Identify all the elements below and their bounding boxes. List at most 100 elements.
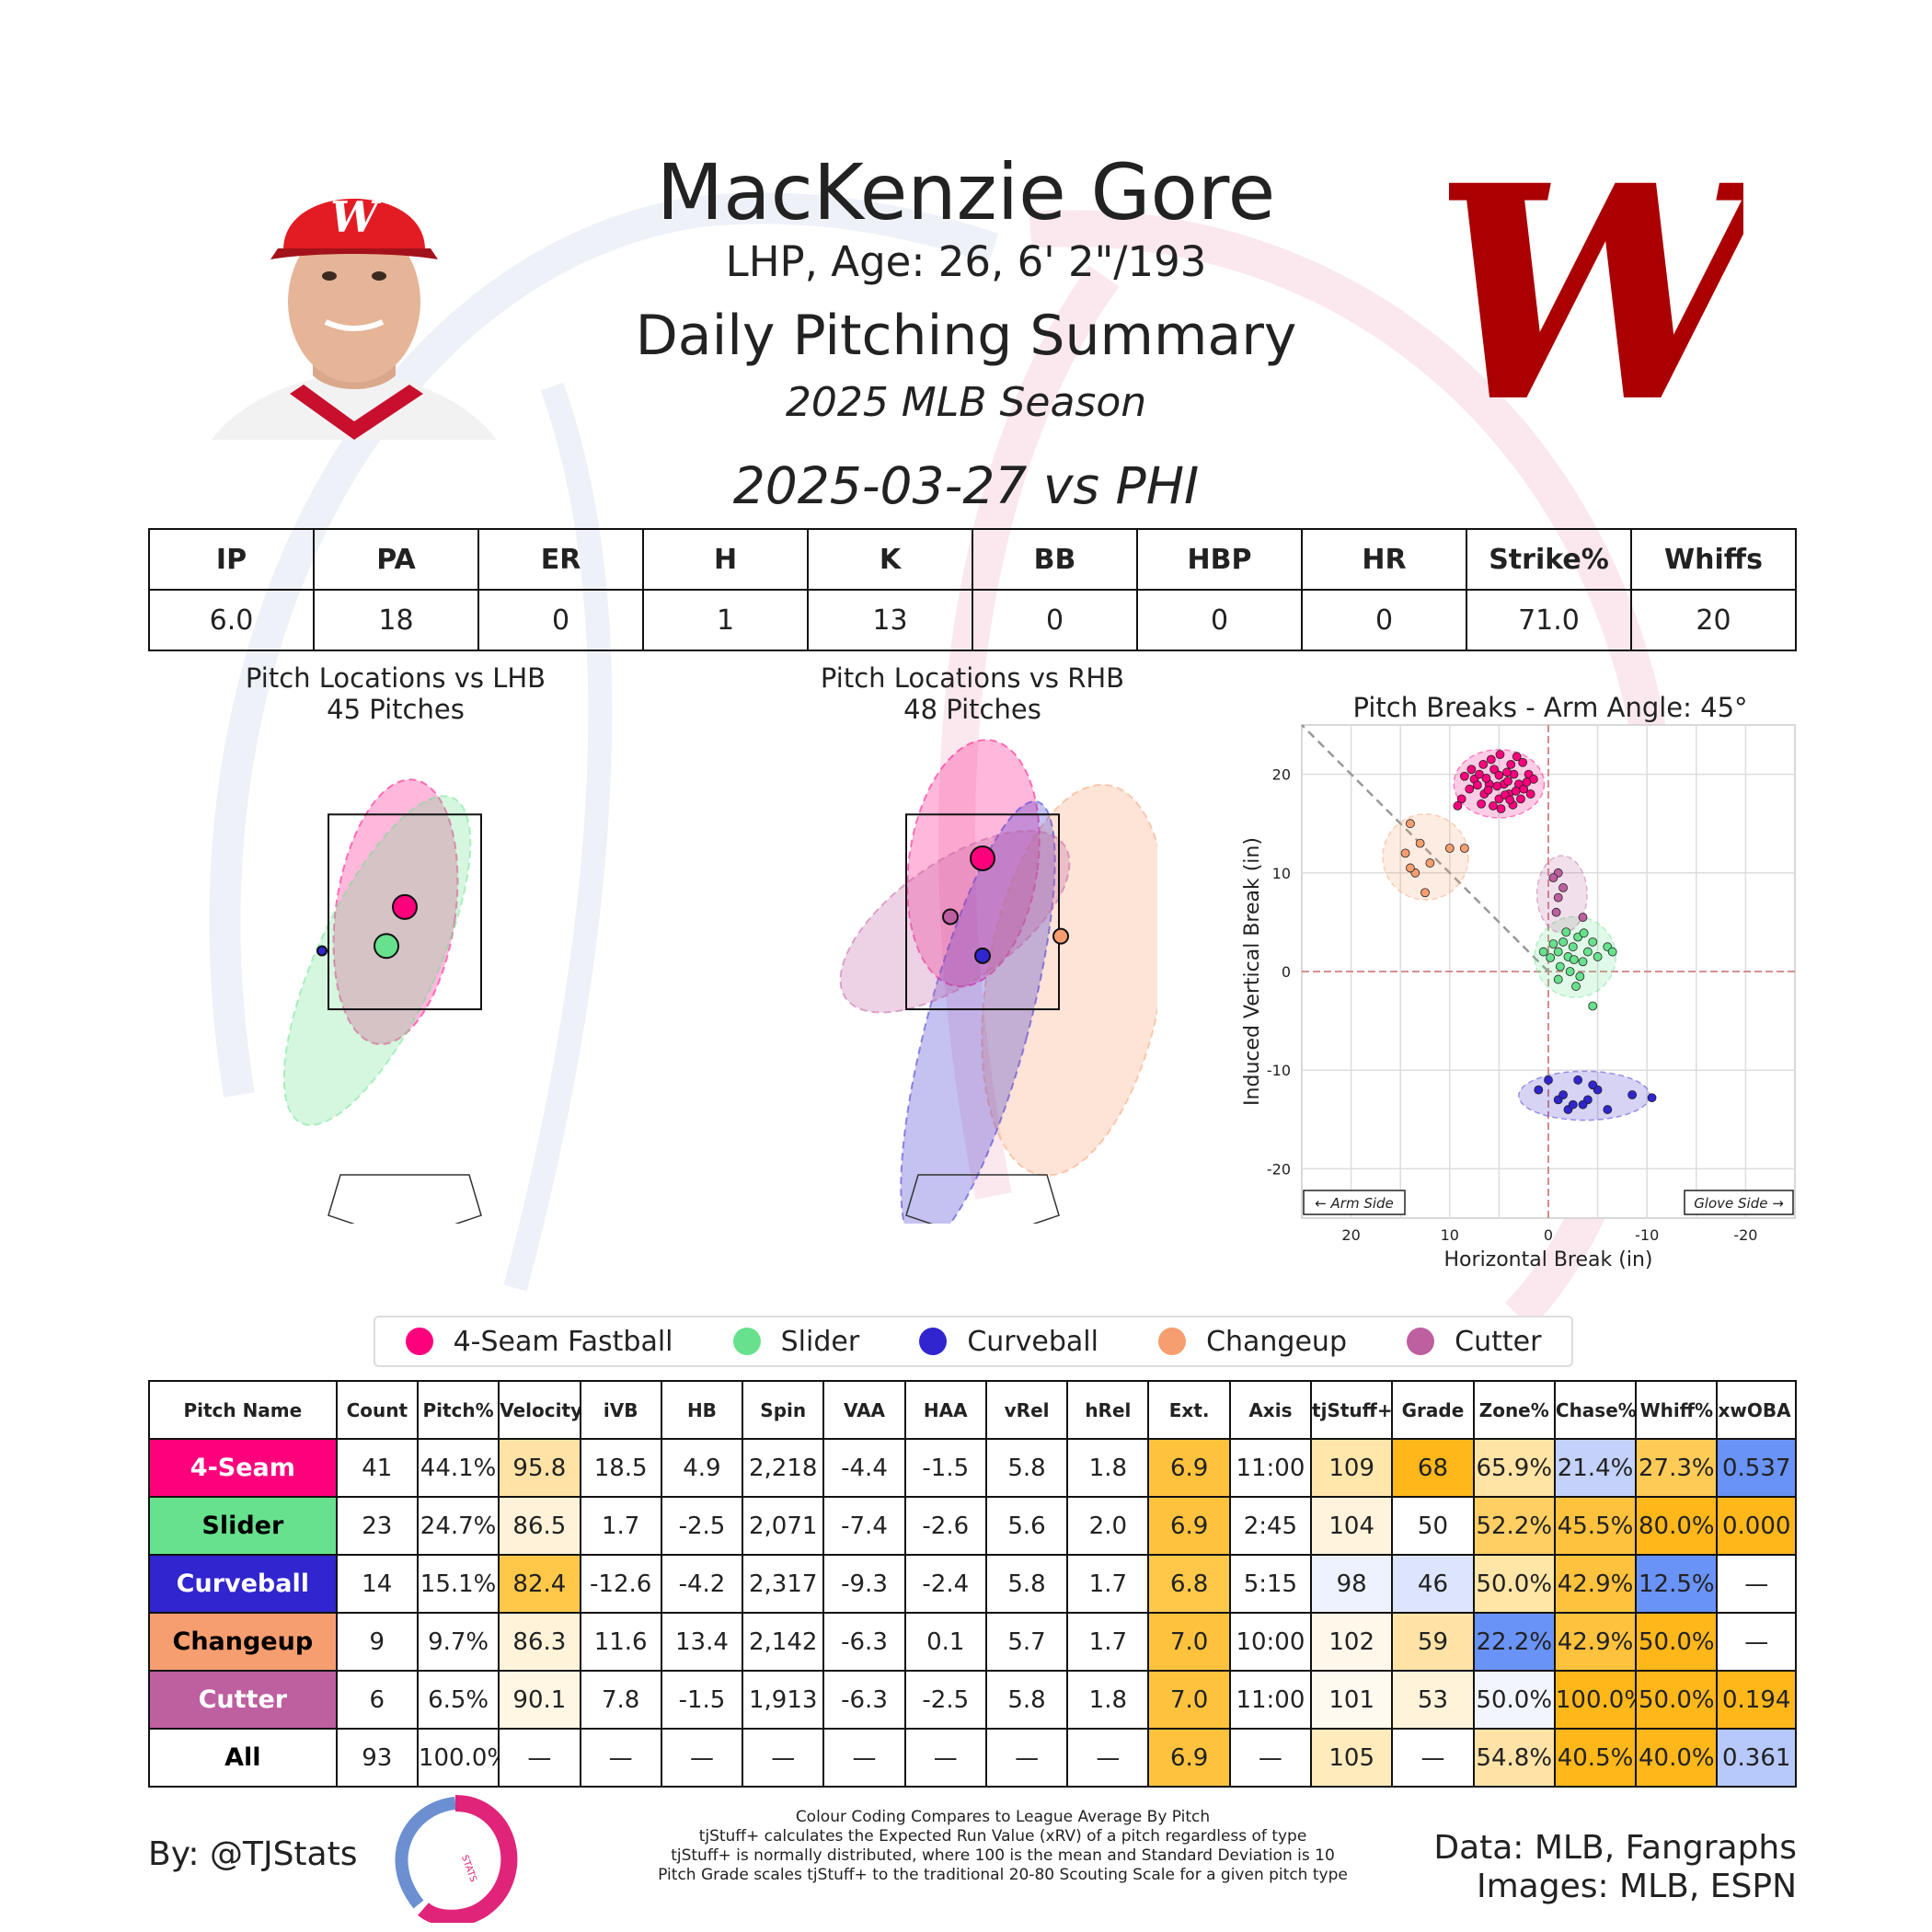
pitch-break-point bbox=[1525, 789, 1535, 799]
pitch-table-cell: 65.9% bbox=[1472, 1438, 1556, 1498]
pitch-table-cell: 50 bbox=[1391, 1496, 1475, 1556]
team-logo-w: W bbox=[1449, 156, 1743, 442]
pitch-break-point bbox=[1465, 784, 1475, 794]
pitch-break-point bbox=[1505, 795, 1515, 805]
pitch-table-cell: 1,913 bbox=[742, 1670, 825, 1730]
legend-marker bbox=[405, 1328, 433, 1355]
pitch-break-point bbox=[1512, 752, 1522, 762]
arm-angle-line bbox=[1301, 724, 1549, 972]
pitch-break-point bbox=[1511, 786, 1521, 796]
pitch-table-cell: 23 bbox=[335, 1496, 419, 1556]
x-tick-label: -10 bbox=[1635, 1226, 1659, 1244]
pitch-table-cell: 53 bbox=[1391, 1670, 1475, 1730]
pitch-break-point bbox=[1579, 928, 1589, 938]
pitch-table-cell: -2.6 bbox=[903, 1496, 987, 1556]
pitch-table-cell: 100.0% bbox=[416, 1728, 500, 1788]
pitch-break-point bbox=[1553, 892, 1563, 903]
density-ellipse bbox=[282, 795, 472, 1126]
pitch-table-body: 4-Seam 41 44.1% 95.8 18.5 4.9 2,218 -4.4 -1.5 5.8… bbox=[148, 1438, 1797, 1788]
pitch-table-cell: 18.5 bbox=[579, 1438, 662, 1498]
pitch-table-cell: 109 bbox=[1310, 1438, 1394, 1498]
pitch-break-point bbox=[1568, 1099, 1578, 1110]
x-tick-label: 20 bbox=[1341, 1226, 1360, 1244]
pitch-name-cell: 4-Seam bbox=[148, 1438, 338, 1498]
player-info: LHP, Age: 26, 6' 2"/193 bbox=[725, 237, 1207, 286]
legend-item: Curveball bbox=[919, 1326, 1098, 1358]
pitch-table-cell: 40.5% bbox=[1553, 1728, 1638, 1788]
legend-marker bbox=[919, 1328, 948, 1355]
pitch-break-point bbox=[1459, 844, 1469, 853]
pitch-table-header: VAA bbox=[822, 1380, 906, 1440]
pitch-table-header: Grade bbox=[1391, 1380, 1475, 1440]
pitch-break-point bbox=[1495, 750, 1505, 760]
pitch-table-cell: -6.3 bbox=[822, 1612, 906, 1672]
pitch-table-cell: 50.0% bbox=[1472, 1554, 1556, 1614]
pitch-table-cell: 50.0% bbox=[1472, 1670, 1556, 1730]
pitch-table-cell: — bbox=[1716, 1612, 1797, 1672]
pitch-location-point bbox=[974, 947, 991, 964]
pitch-break-point bbox=[1558, 882, 1568, 892]
pitch-table-cell: 42.9% bbox=[1553, 1554, 1638, 1614]
legend-marker bbox=[1407, 1328, 1435, 1355]
box-score-value: 20 bbox=[1630, 589, 1797, 651]
pitch-table-cell: -6.3 bbox=[822, 1670, 906, 1730]
pitch-table-cell: 0.1 bbox=[903, 1612, 987, 1672]
pitch-break-point bbox=[1571, 982, 1581, 991]
pitch-table-header-row: Pitch Name Count Pitch% Velocity iVB HB Spin VA… bbox=[148, 1380, 1797, 1440]
season-label: 2025 MLB Season bbox=[785, 379, 1147, 426]
arm-side-box bbox=[1303, 1190, 1406, 1215]
pitch-table-cell: 95.8 bbox=[498, 1438, 581, 1498]
pitch-break-point bbox=[1607, 947, 1617, 957]
pitch-table-cell: 7.8 bbox=[579, 1670, 662, 1730]
box-score-value: 6.0 bbox=[148, 589, 315, 651]
y-tick-label: -10 bbox=[1267, 1062, 1291, 1079]
legend-item: 4-Seam Fastball bbox=[405, 1326, 673, 1358]
background-arc-pink-inner bbox=[938, 265, 1120, 1200]
pitch-break-point bbox=[1578, 913, 1588, 922]
pitch-break-point bbox=[1444, 844, 1455, 853]
pitch-table-cell: 0.361 bbox=[1716, 1728, 1797, 1788]
pitch-table-header: Zone% bbox=[1472, 1380, 1556, 1440]
pitch-break-point bbox=[1489, 765, 1499, 775]
lhb-plot-count: 45 Pitches bbox=[327, 694, 465, 725]
pitch-table-cell: -7.4 bbox=[822, 1496, 906, 1556]
legend-marker bbox=[1158, 1328, 1187, 1355]
pitch-table-row: All93100.0%————————6.9—105—54.8%40.5%40.… bbox=[148, 1728, 1797, 1788]
pitch-table-cell: -4.2 bbox=[660, 1554, 744, 1614]
pitch-table-cell: — bbox=[1391, 1728, 1475, 1788]
y-axis-label: Induced Vertical Break (in) bbox=[1241, 837, 1264, 1106]
legend-label: Slider bbox=[780, 1325, 860, 1358]
y-tick-label: 0 bbox=[1282, 963, 1291, 981]
pitch-name-cell: Curveball bbox=[148, 1554, 338, 1614]
background-arc-blue-inner bbox=[503, 382, 613, 1292]
pitch-table-cell: 1.7 bbox=[579, 1496, 662, 1556]
footnote-line: Pitch Grade scales tjStuff+ to the tradi… bbox=[658, 1866, 1348, 1884]
pitch-break-point bbox=[1486, 754, 1496, 765]
tjstats-logo-arc-pink bbox=[418, 1795, 518, 1923]
pitch-table-cell: 9 bbox=[335, 1612, 419, 1672]
pitch-table-cell: 2,142 bbox=[742, 1612, 825, 1672]
pitch-break-point bbox=[1568, 942, 1578, 952]
pitch-break-point bbox=[1459, 771, 1469, 781]
x-tick-label: 0 bbox=[1544, 1226, 1553, 1244]
box-score-value: 18 bbox=[313, 589, 479, 651]
pitch-break-point bbox=[1588, 1080, 1598, 1090]
pitch-table-cell: 2,317 bbox=[742, 1554, 825, 1614]
pitch-table-cell: 5.8 bbox=[984, 1554, 1069, 1614]
pitch-table-cell: 100.0% bbox=[1553, 1670, 1638, 1730]
pitch-table-row: Curveball 14 15.1% 82.4 -12.6 -4.2 2,317 -9.3 -2… bbox=[148, 1554, 1797, 1614]
pitch-break-point bbox=[1478, 759, 1489, 769]
pitch-break-point bbox=[1534, 1085, 1544, 1095]
pitch-table-cell: 104 bbox=[1310, 1496, 1394, 1556]
face bbox=[288, 221, 420, 383]
pitch-break-point bbox=[1522, 777, 1532, 788]
pitch-table-cell: — bbox=[1716, 1554, 1797, 1614]
pitch-table-cell: 2:45 bbox=[1228, 1496, 1313, 1556]
lhb-plot-title-text: Pitch Locations vs LHB bbox=[245, 662, 546, 694]
glove-side-box bbox=[1684, 1190, 1794, 1215]
cap-brim bbox=[270, 248, 438, 259]
pitch-table-header: Ext. bbox=[1147, 1380, 1231, 1440]
eye-left bbox=[322, 271, 337, 281]
pitch-table-cell: 42.9% bbox=[1553, 1612, 1638, 1672]
legend-item: Cutter bbox=[1407, 1326, 1541, 1358]
